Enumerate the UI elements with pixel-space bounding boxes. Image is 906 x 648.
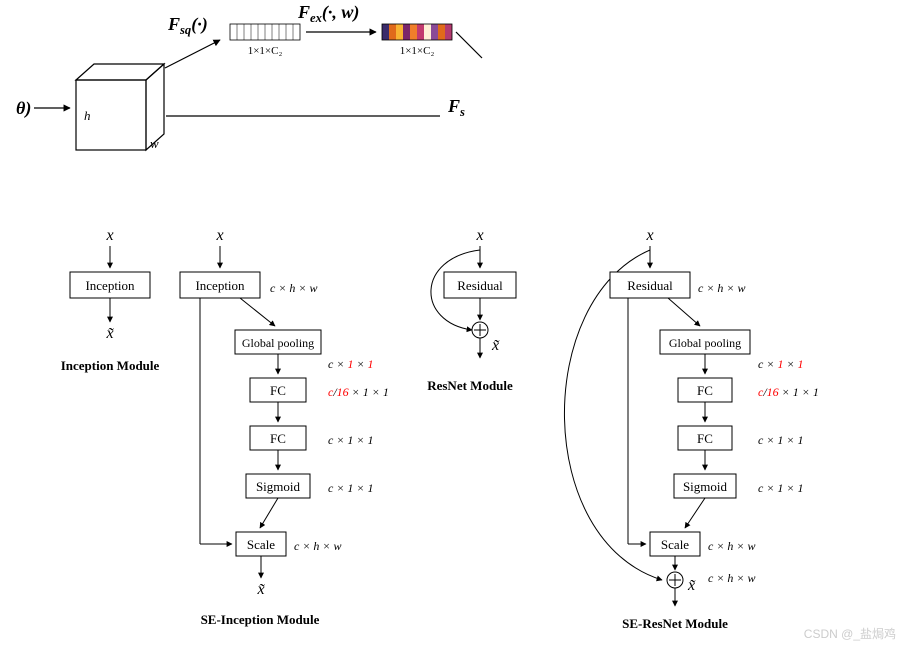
resnet-title: ResNet Module	[427, 378, 513, 393]
box-fc1: FC	[270, 383, 286, 398]
box-inception: Inception	[195, 278, 245, 293]
vec1-caption: 1×1×C₂	[248, 45, 283, 57]
se-resnet-title: SE-ResNet Module	[622, 616, 728, 631]
dim1: c × 1 × 1	[758, 357, 804, 371]
dim5: c × h × w	[708, 539, 756, 553]
box-scale: Scale	[661, 537, 689, 552]
dim3: c × 1 × 1	[328, 433, 374, 447]
vec2-caption: 1×1×C₂	[400, 45, 435, 57]
dim2: c/16 × 1 × 1	[328, 385, 389, 399]
dim4: c × 1 × 1	[758, 481, 804, 495]
inception-module: x Inception x̃ Inception Module	[61, 227, 160, 373]
dim6: c × h × w	[708, 571, 756, 585]
se-resnet-module: x Residual c × h × w Global pooling c × …	[564, 227, 818, 631]
x-out: x̃	[687, 577, 696, 594]
box-fc2: FC	[697, 431, 713, 446]
cube-h: h	[84, 108, 91, 123]
dim2: c/16 × 1 × 1	[758, 385, 819, 399]
inception-box-label: Inception	[85, 278, 135, 293]
se-inception-title: SE-Inception Module	[201, 612, 320, 627]
dim0: c × h × w	[698, 281, 746, 295]
box-scale: Scale	[247, 537, 275, 552]
x-in: x	[475, 227, 483, 244]
box-residual: Residual	[627, 278, 673, 293]
fs-label: Fs	[447, 96, 465, 119]
residual-box-label: Residual	[457, 278, 503, 293]
box-sig: Sigmoid	[256, 479, 301, 494]
x-in: x	[215, 227, 223, 244]
x-out: x̃	[256, 581, 265, 598]
inception-title: Inception Module	[61, 358, 160, 373]
box-sig: Sigmoid	[683, 479, 728, 494]
vector-colored: 1×1×C₂	[382, 24, 452, 57]
watermark: CSDN @_盐焗鸡	[804, 625, 896, 642]
dim4: c × 1 × 1	[328, 481, 374, 495]
x-in: x	[105, 227, 113, 244]
x-in: x	[645, 227, 653, 244]
resnet-module: x Residual x̃ ResNet Module	[427, 227, 516, 393]
cube: h w	[76, 64, 164, 151]
vector-white: 1×1×C₂	[230, 24, 300, 57]
dim0: c × h × w	[270, 281, 318, 295]
cube-w: w	[150, 136, 159, 151]
dim1: c × 1 × 1	[328, 357, 374, 371]
x-out: x̃	[105, 325, 114, 342]
box-fc2: FC	[270, 431, 286, 446]
box-gp: Global pooling	[669, 336, 741, 350]
box-gp: Global pooling	[242, 336, 314, 350]
dim5: c × h × w	[294, 539, 342, 553]
se-inception-module: x Inception c × h × w Global pooling c ×…	[180, 227, 389, 627]
box-fc1: FC	[697, 383, 713, 398]
dim3: c × 1 × 1	[758, 433, 804, 447]
fsq-label: Fsq(·)	[167, 14, 208, 37]
x-out: x̃	[491, 337, 500, 354]
theta-label: θ)	[16, 98, 31, 119]
se-block-diagram: θ) h w Fsq(·) 1×	[16, 2, 482, 151]
fex-label: Fex(·, w)	[297, 2, 359, 25]
